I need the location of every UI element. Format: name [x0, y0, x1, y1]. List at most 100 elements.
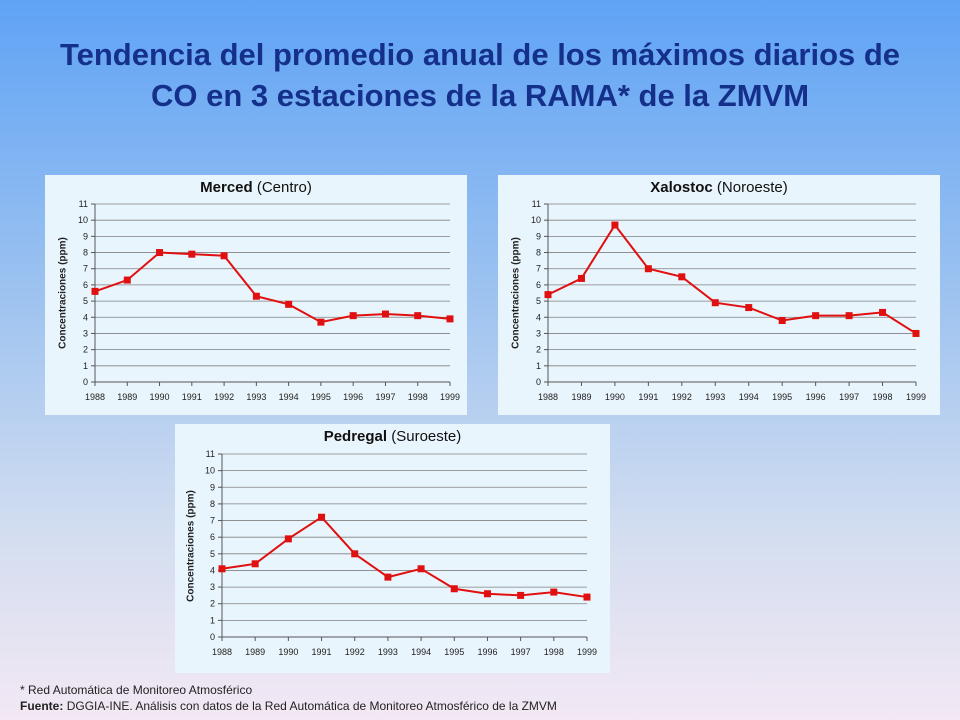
series-line	[547, 223, 917, 335]
y-tick-label: 10	[531, 215, 541, 225]
y-tick-label: 5	[210, 549, 215, 559]
y-tick-label: 3	[83, 328, 88, 338]
y-tick-label: 9	[536, 231, 541, 241]
data-point	[417, 565, 425, 573]
y-tick-label: 3	[536, 328, 541, 338]
y-tick-label: 3	[210, 582, 215, 592]
x-tick-label: 1998	[544, 647, 564, 657]
x-tick-label: 1989	[117, 392, 137, 402]
source-line: Fuente: DGGIA-INE. Análisis con datos de…	[20, 699, 557, 713]
y-tick-label: 2	[83, 345, 88, 355]
data-point	[611, 221, 619, 229]
y-tick-label: 8	[83, 248, 88, 258]
x-tick-label: 1988	[85, 392, 105, 402]
x-tick-label: 1991	[312, 647, 332, 657]
y-tick-label: 6	[536, 280, 541, 290]
x-tick-label: 1990	[605, 392, 625, 402]
x-tick-label: 1992	[214, 392, 234, 402]
line-chart: 0 1 2 3 4 5 6 7 8 9 10 11 1988 1989 1990 1991 1992 1993 19…	[531, 199, 926, 402]
chart-title: Pedregal (Suroeste)	[175, 428, 610, 445]
data-point	[711, 299, 719, 307]
source-label: Fuente:	[20, 699, 64, 713]
x-tick-label: 1992	[672, 392, 692, 402]
y-tick-label: 4	[536, 312, 541, 322]
y-tick-label: 9	[83, 231, 88, 241]
x-tick-label: 1995	[311, 392, 331, 402]
source-text: DGGIA-INE. Análisis con datos de la Red …	[66, 699, 557, 713]
y-tick-label: 10	[78, 215, 88, 225]
y-tick-label: 4	[210, 565, 215, 575]
x-tick-label: 1997	[839, 392, 859, 402]
data-point	[544, 291, 552, 299]
data-point	[317, 318, 325, 326]
x-tick-label: 1990	[150, 392, 170, 402]
data-point	[414, 312, 422, 320]
data-point	[550, 588, 558, 596]
chart-title-region: (Noroeste)	[712, 179, 788, 196]
data-point	[349, 312, 357, 320]
y-tick-label: 11	[79, 199, 88, 209]
chart-title-region: (Suroeste)	[387, 428, 462, 445]
x-tick-label: 1999	[440, 392, 460, 402]
x-tick-label: 1988	[538, 392, 558, 402]
line-chart: 0 1 2 3 4 5 6 7 8 9 10 11 1988 1989 1990 1991 1992 1993 19…	[78, 199, 460, 402]
y-tick-label: 5	[536, 296, 541, 306]
data-point	[251, 560, 259, 568]
chart-panel-xalostoc: Xalostoc (Noroeste) Concentraciones (ppm…	[498, 175, 940, 415]
series-line	[221, 515, 588, 599]
data-point	[845, 312, 853, 320]
y-tick-label: 0	[83, 377, 88, 387]
y-tick-label: 11	[532, 199, 541, 209]
data-point	[812, 312, 820, 320]
x-tick-label: 1993	[246, 392, 266, 402]
footnote: * Red Automática de Monitoreo Atmosféric…	[20, 683, 253, 697]
data-point	[351, 550, 359, 558]
chart-panel-pedregal: Pedregal (Suroeste) Concentraciones (ppm…	[175, 424, 610, 673]
data-point	[91, 287, 99, 295]
y-tick-label: 2	[210, 599, 215, 609]
x-tick-label: 1996	[343, 392, 363, 402]
data-point	[577, 274, 585, 282]
data-point	[284, 535, 292, 543]
chart-title-region: (Centro)	[252, 179, 312, 196]
data-point	[446, 315, 454, 323]
x-tick-label: 1992	[345, 647, 365, 657]
data-point	[912, 329, 920, 337]
y-tick-label: 2	[536, 345, 541, 355]
y-tick-label: 1	[210, 615, 215, 625]
x-tick-label: 1988	[212, 647, 232, 657]
series-line	[94, 251, 451, 324]
data-point	[123, 276, 131, 284]
data-point	[381, 310, 389, 318]
y-tick-label: 6	[83, 280, 88, 290]
data-point	[745, 304, 753, 312]
data-point	[285, 300, 293, 308]
x-tick-label: 1995	[772, 392, 792, 402]
x-tick-label: 1997	[511, 647, 531, 657]
y-tick-label: 11	[206, 449, 215, 459]
chart-title: Xalostoc (Noroeste)	[498, 179, 940, 196]
data-point	[156, 249, 164, 257]
x-tick-label: 1998	[873, 392, 893, 402]
data-point	[483, 590, 491, 598]
data-point	[450, 585, 458, 593]
y-tick-label: 7	[210, 516, 215, 526]
x-tick-label: 1993	[705, 392, 725, 402]
y-tick-label: 4	[83, 312, 88, 322]
x-tick-label: 1994	[279, 392, 299, 402]
y-tick-label: 8	[536, 248, 541, 258]
data-point	[384, 573, 392, 581]
y-tick-label: 8	[210, 499, 215, 509]
y-tick-label: 6	[210, 532, 215, 542]
y-tick-label: 7	[536, 264, 541, 274]
y-tick-label: 10	[205, 466, 215, 476]
x-tick-label: 1989	[245, 647, 265, 657]
y-tick-label: 9	[210, 482, 215, 492]
chart-title: Merced (Centro)	[45, 179, 467, 196]
x-tick-label: 1991	[182, 392, 202, 402]
chart-title-station: Pedregal	[323, 428, 388, 445]
data-point	[220, 252, 228, 260]
data-point	[879, 308, 887, 316]
y-tick-label: 1	[83, 361, 88, 371]
page-title: Tendencia del promedio anual de los máxi…	[59, 37, 901, 113]
